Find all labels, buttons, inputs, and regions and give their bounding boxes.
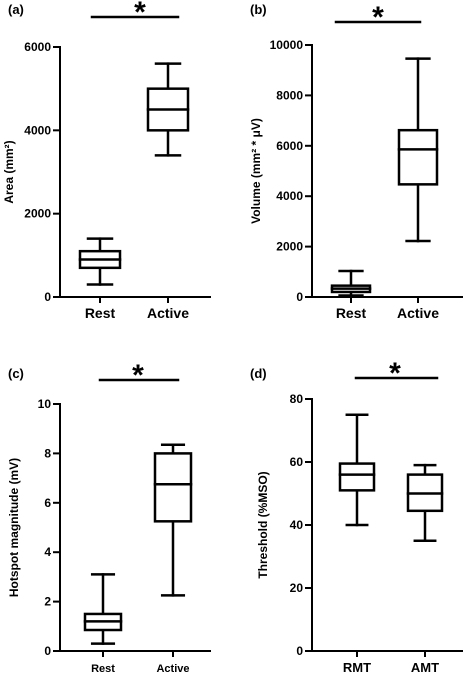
x-tick-label-b-active: Active xyxy=(397,305,439,321)
panel-label-d: (d) xyxy=(250,366,267,381)
y-tick-label-c-3: 6 xyxy=(44,496,51,510)
y-axis-title-d: Threshold (%MSO) xyxy=(256,471,270,578)
significance-star-b: * xyxy=(372,1,384,34)
y-tick-label-d-0: 0 xyxy=(296,644,303,658)
y-axis-title-b: Volume (mm² * μV) xyxy=(249,118,263,224)
box-d-rmt xyxy=(338,462,376,492)
panel-label-b: (b) xyxy=(250,2,267,17)
y-tick-label-a-2: 4000 xyxy=(24,123,51,137)
y-tick-label-c-4: 8 xyxy=(44,446,51,460)
y-tick-label-d-4: 80 xyxy=(290,392,304,406)
y-tick-label-b-4: 8000 xyxy=(276,88,303,102)
panel-label-c: (c) xyxy=(8,366,24,381)
x-tick-label-a-active: Active xyxy=(147,305,189,321)
y-tick-label-b-3: 6000 xyxy=(276,139,303,153)
x-tick-label-c-active: Active xyxy=(156,663,189,673)
y-axis-title-c: Hotspot magnitude (mV) xyxy=(7,458,21,597)
box-b-active xyxy=(397,128,439,186)
y-tick-label-b-0: 0 xyxy=(296,290,303,304)
y-tick-label-a-0: 0 xyxy=(44,290,51,304)
y-tick-label-d-2: 40 xyxy=(290,518,304,532)
y-tick-label-a-1: 2000 xyxy=(24,207,51,221)
x-tick-label-c-rest: Rest xyxy=(91,663,115,673)
x-tick-label-a-rest: Rest xyxy=(85,305,116,321)
y-tick-label-c-5: 10 xyxy=(38,397,52,411)
y-tick-label-c-0: 0 xyxy=(44,644,51,658)
y-tick-label-a-3: 6000 xyxy=(24,40,51,54)
y-tick-label-b-1: 2000 xyxy=(276,240,303,254)
y-tick-label-d-1: 20 xyxy=(290,581,304,595)
y-tick-label-b-2: 4000 xyxy=(276,189,303,203)
y-tick-label-c-1: 2 xyxy=(44,595,51,609)
x-tick-label-d-rmt: RMT xyxy=(343,660,371,673)
y-tick-label-c-2: 4 xyxy=(44,545,51,559)
box-c-active xyxy=(153,452,193,523)
significance-star-d: * xyxy=(389,357,401,390)
y-axis-title-a: Area (mm²) xyxy=(2,140,16,203)
y-tick-label-d-3: 60 xyxy=(290,455,304,469)
x-tick-label-b-rest: Rest xyxy=(336,305,367,321)
panel-label-a: (a) xyxy=(8,2,24,17)
x-tick-label-d-amt: AMT xyxy=(411,660,439,673)
significance-star-a: * xyxy=(134,0,146,29)
y-tick-label-b-5: 10000 xyxy=(270,38,304,52)
significance-star-c: * xyxy=(132,359,144,392)
